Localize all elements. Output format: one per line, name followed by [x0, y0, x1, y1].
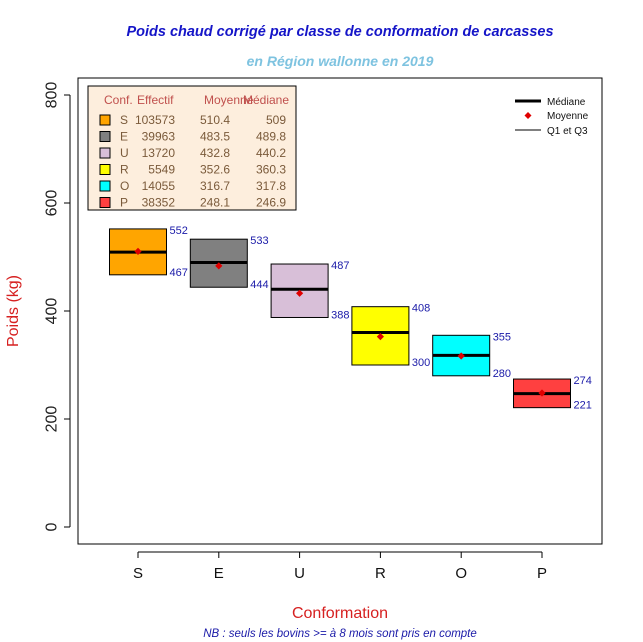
x-axis-label: Conformation — [292, 605, 388, 622]
mean-marker-E — [215, 262, 223, 270]
mean-marker-P — [538, 389, 546, 397]
legend-mediane-U: 440.2 — [256, 146, 286, 160]
q3-label-P: 274 — [574, 375, 592, 387]
x-tick-label: U — [294, 565, 305, 582]
legend-moyenne-U: 432.8 — [200, 146, 230, 160]
legend-effectif-R: 5549 — [148, 163, 175, 177]
legend-class-P: P — [120, 196, 128, 210]
x-tick-label: O — [455, 565, 467, 582]
x-tick-label: R — [375, 565, 386, 582]
x-tick-label: S — [133, 565, 143, 582]
legend-header-2: Moyenne — [204, 93, 254, 107]
legend-effectif-O: 14055 — [142, 179, 176, 193]
legend-moyenne-E: 483.5 — [200, 130, 230, 144]
key-legend: Médiane Moyenne Q1 et Q3 — [515, 97, 589, 137]
legend-class-S: S — [120, 113, 128, 127]
legend-mediane-P: 246.9 — [256, 196, 286, 210]
q1-label-E: 444 — [250, 279, 268, 291]
x-tick-label: P — [537, 565, 547, 582]
y-axis-label: Poids (kg) — [5, 275, 22, 347]
legend-swatch-U — [99, 147, 111, 159]
legend-effectif-P: 38352 — [142, 196, 176, 210]
mean-marker-O — [457, 352, 465, 360]
legend-class-E: E — [120, 130, 128, 144]
q3-label-S: 552 — [170, 225, 188, 237]
q3-label-O: 355 — [493, 331, 511, 343]
q3-label-E: 533 — [250, 235, 268, 247]
legend-mediane-O: 317.8 — [256, 179, 286, 193]
legend-class-O: O — [120, 179, 129, 193]
legend-header-3: Médiane — [243, 93, 289, 107]
legend-mediane-S: 509 — [266, 113, 286, 127]
plot-area — [77, 77, 603, 545]
legend-effectif-U: 13720 — [142, 146, 176, 160]
y-tick-label: 200 — [44, 406, 61, 433]
y-tick-label: 0 — [44, 522, 61, 531]
q1-label-O: 280 — [493, 368, 511, 380]
chart-title: Poids chaud corrigé par classe de confor… — [126, 24, 553, 40]
legend-swatch-R — [99, 164, 111, 175]
y-tick-label: 800 — [44, 82, 61, 109]
q1-label-R: 300 — [412, 357, 430, 369]
legend-mediane-E: 489.8 — [256, 130, 286, 144]
box-R — [351, 306, 410, 366]
table-legend-box — [87, 85, 297, 211]
key-quartile-label: Q1 et Q3 — [547, 126, 588, 137]
q1-label-P: 221 — [574, 400, 592, 412]
key-mean-label: Moyenne — [547, 111, 589, 122]
y-axis: 0 200 400 600 800 — [44, 82, 71, 531]
footnote: NB : seuls les bovins >= à 8 mois sont p… — [203, 628, 477, 640]
y-tick-label: 600 — [44, 190, 61, 217]
y-tick-label: 400 — [44, 298, 61, 325]
chart-subtitle: en Région wallonne en 2019 — [247, 53, 434, 69]
key-median-label: Médiane — [547, 97, 586, 108]
legend-moyenne-O: 316.7 — [200, 179, 230, 193]
legend-swatch-S — [99, 114, 111, 126]
mean-marker-R — [376, 332, 384, 341]
key-mean-marker — [524, 112, 532, 119]
legend-mediane-R: 360.3 — [256, 163, 286, 177]
mean-marker-U — [296, 289, 304, 297]
legend-effectif-S: 103573 — [135, 113, 175, 127]
legend-swatch-E — [99, 131, 111, 142]
legend-class-R: R — [120, 163, 129, 177]
q3-label-U: 487 — [331, 260, 349, 272]
legend-header-1: Effectif — [137, 93, 174, 107]
boxes: 552 467 533 444 487 388 408 300 355 280 274 221 — [109, 225, 592, 412]
q1-label-U: 388 — [331, 309, 349, 321]
x-tick-label: E — [214, 565, 224, 582]
q1-label-S: 467 — [170, 267, 188, 279]
legend-swatch-P — [99, 197, 111, 208]
legend-effectif-E: 39963 — [142, 130, 176, 144]
mean-marker-S — [134, 247, 142, 255]
legend-class-U: U — [120, 146, 129, 160]
legend-moyenne-R: 352.6 — [200, 163, 230, 177]
legend-moyenne-S: 510.4 — [200, 113, 230, 127]
q3-label-R: 408 — [412, 303, 430, 315]
legend-swatch-O — [99, 180, 111, 192]
legend-header-0: Conf. — [104, 93, 133, 107]
legend-moyenne-P: 248.1 — [200, 196, 230, 210]
